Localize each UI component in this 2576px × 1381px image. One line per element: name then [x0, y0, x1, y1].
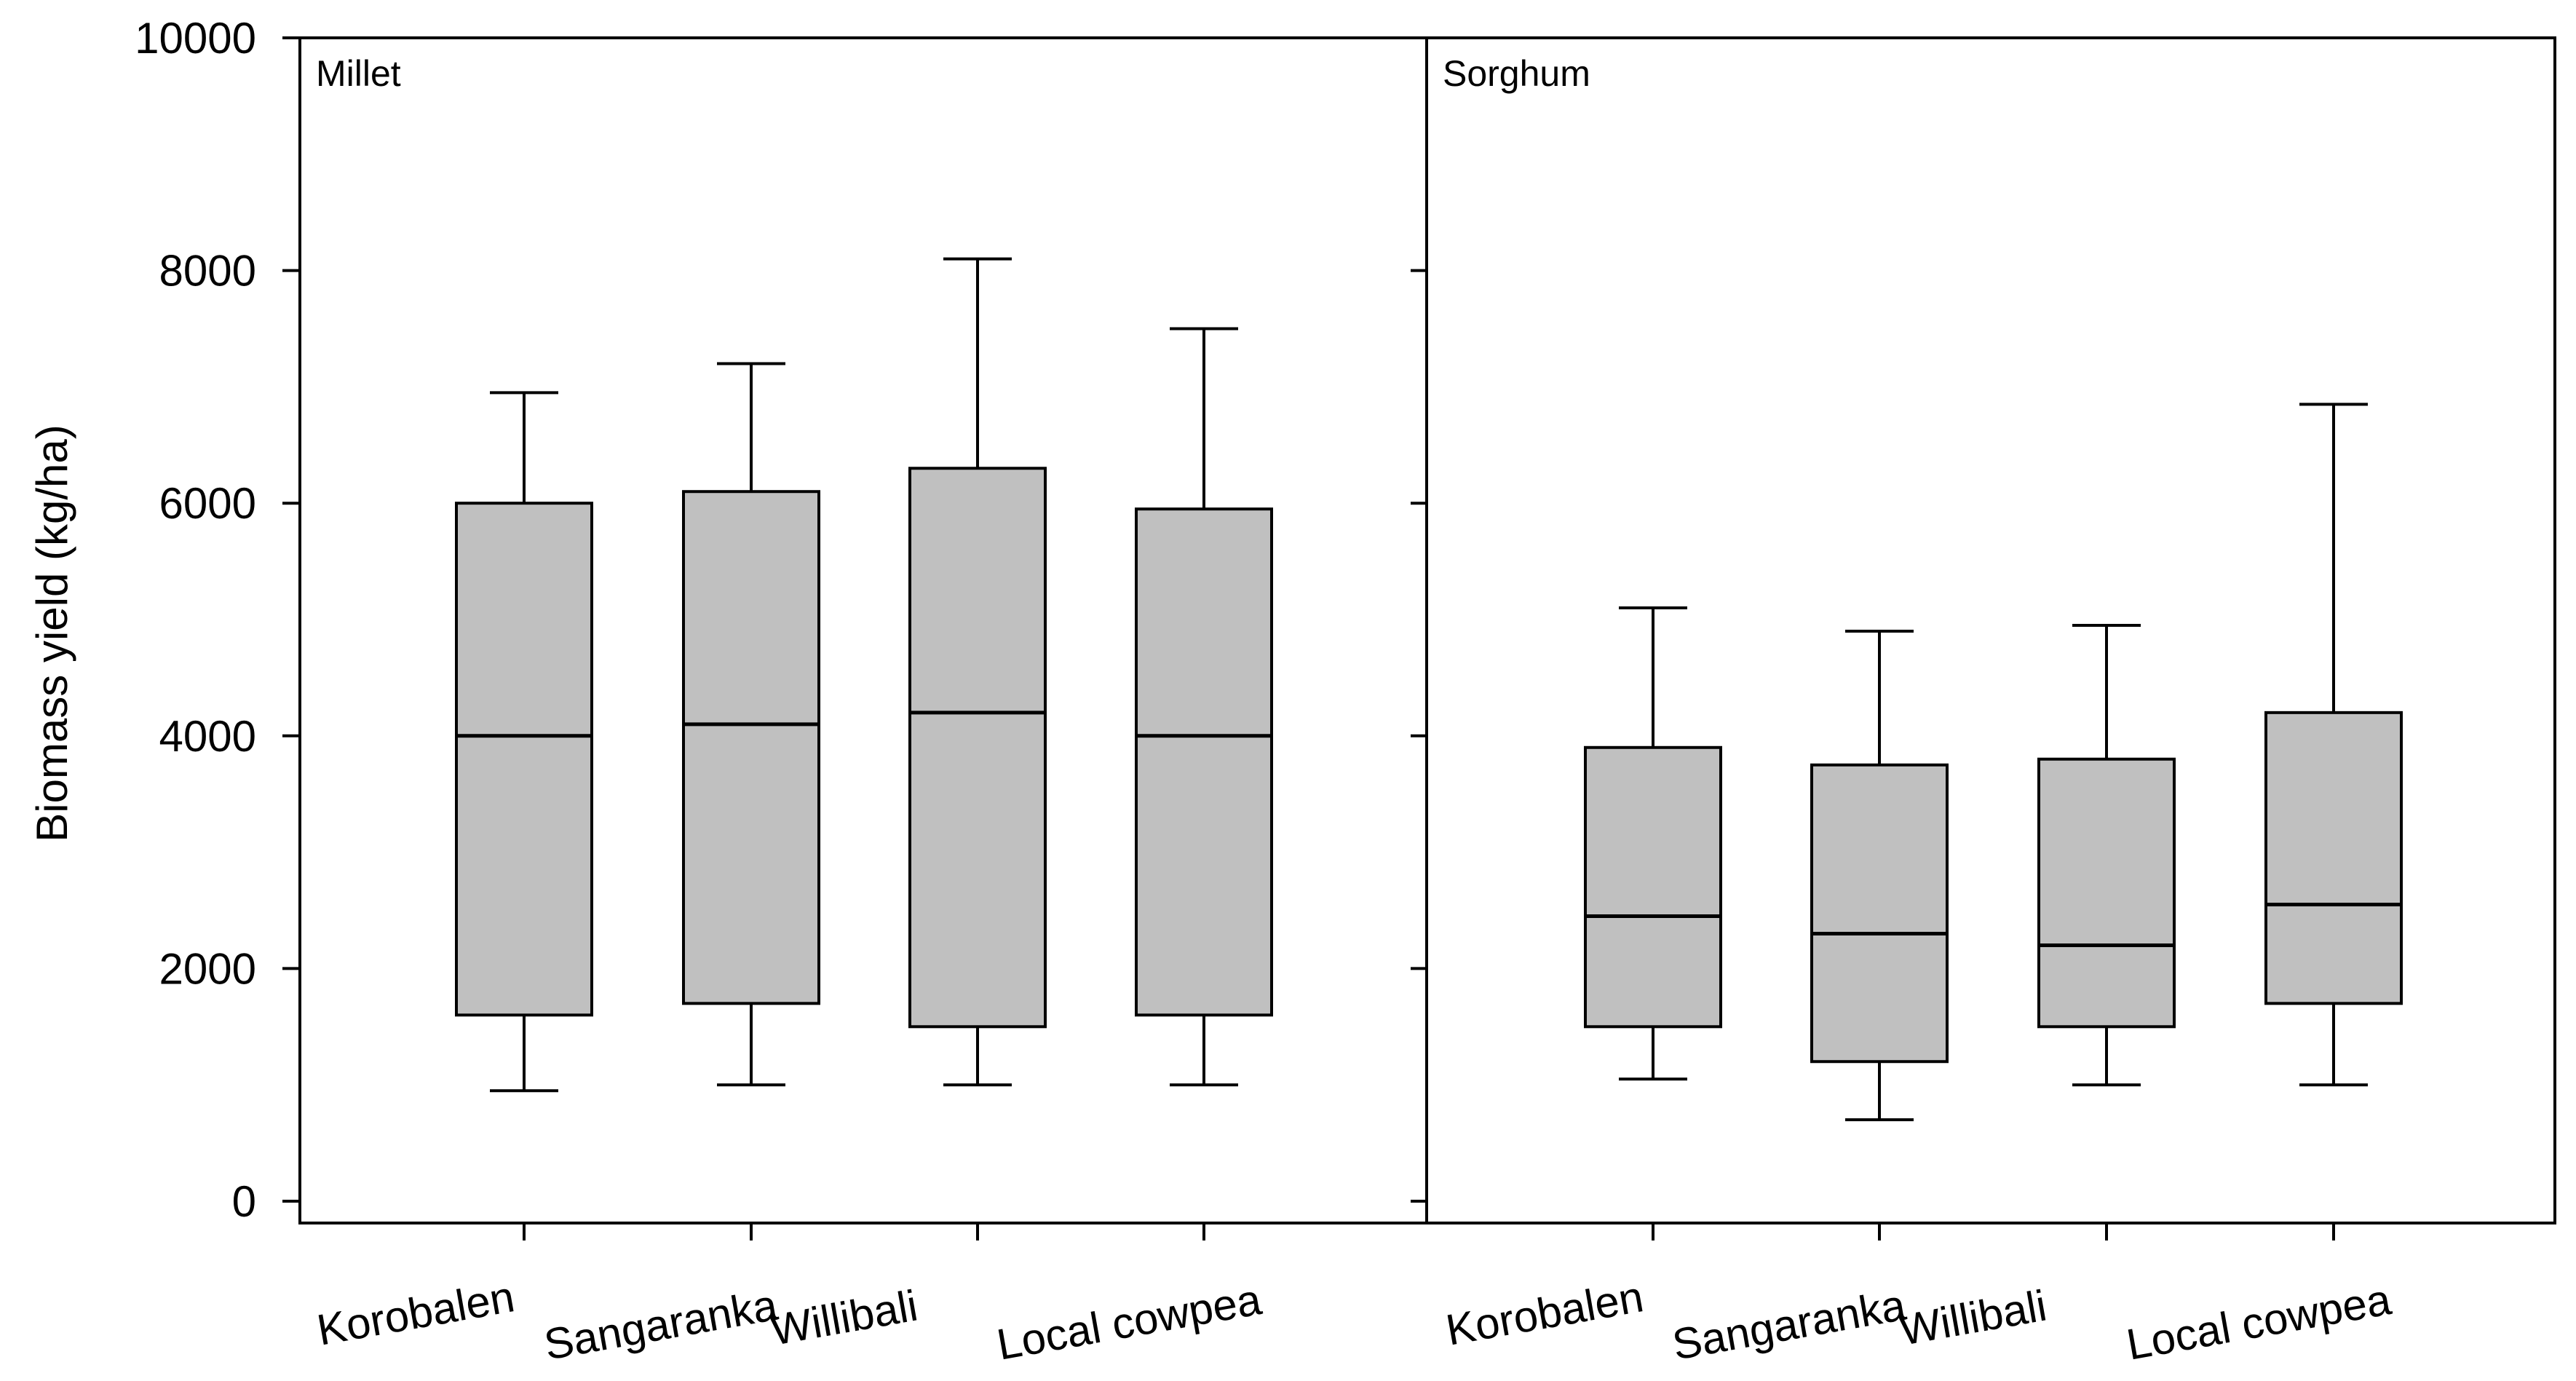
iqr-box	[1135, 507, 1273, 1017]
iqr-box	[908, 467, 1047, 1029]
iqr-box	[1810, 763, 1949, 1064]
y-tick-label: 2000	[159, 944, 256, 993]
box-willibali: Willibali	[767, 257, 1047, 1355]
y-axis: 0 2000 4000 6000 8000 10000	[135, 14, 1427, 1226]
y-tick-label: 10000	[135, 14, 256, 63]
iqr-box	[2037, 757, 2176, 1029]
category-label: Korobalen	[1443, 1272, 1647, 1354]
category-label: Local cowpea	[994, 1275, 1266, 1369]
category-label: Willibali	[767, 1281, 922, 1355]
y-tick-label: 8000	[159, 247, 256, 296]
y-tick-label: 6000	[159, 479, 256, 528]
panel-label: Sorghum	[1443, 53, 1590, 94]
iqr-box	[682, 490, 820, 1005]
category-label: Willibali	[1896, 1281, 2050, 1355]
iqr-box	[455, 502, 593, 1017]
category-label: Sangaranka	[1669, 1281, 1910, 1369]
box-korobalen: Korobalen	[314, 391, 593, 1355]
category-label: Local cowpea	[2123, 1275, 2395, 1369]
panel-frame	[1425, 36, 2556, 1224]
box-korobalen: Korobalen	[1443, 606, 1722, 1355]
category-label: Korobalen	[314, 1272, 518, 1354]
panel-label: Millet	[316, 53, 401, 94]
y-axis-title: Biomass yield (kg/ha)	[28, 424, 76, 842]
y-tick-label: 4000	[159, 712, 256, 761]
iqr-box	[2264, 711, 2403, 1005]
y-tick-label: 0	[232, 1177, 256, 1226]
iqr-box	[1584, 745, 1722, 1029]
box-willibali: Willibali	[1896, 623, 2176, 1355]
category-label: Sangaranka	[541, 1281, 782, 1369]
